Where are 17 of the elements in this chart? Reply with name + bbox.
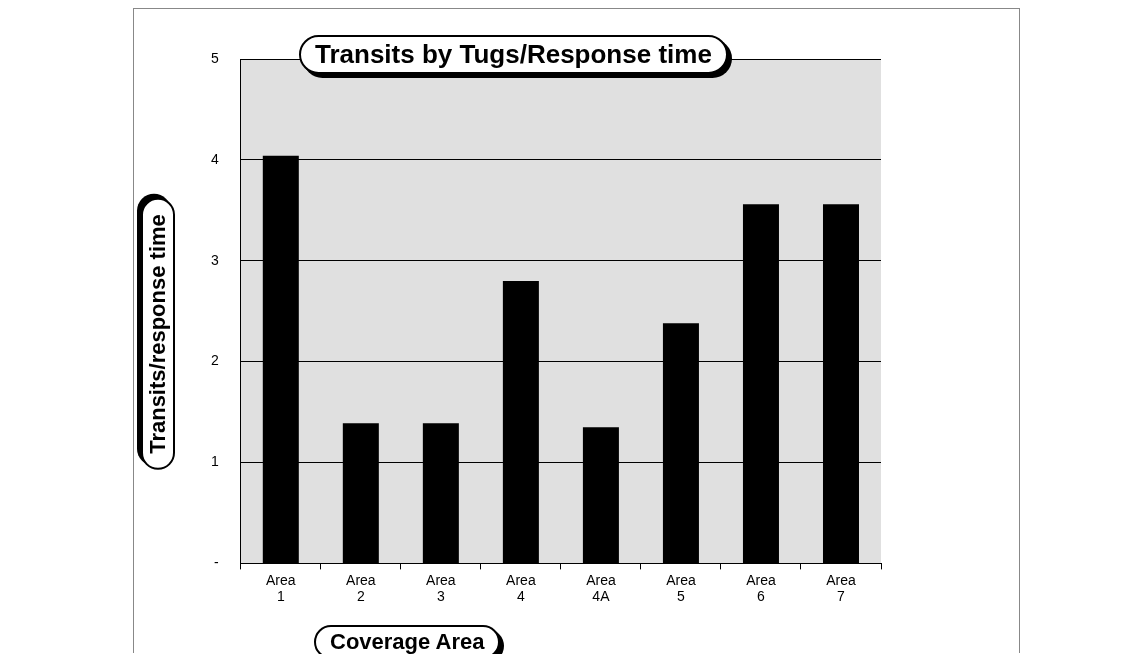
x-tick-label: Area 1 bbox=[266, 571, 296, 605]
x-tick-label: Area 5 bbox=[666, 571, 696, 605]
y-tick-label: 3 bbox=[210, 251, 219, 268]
x-tick-label: Area 6 bbox=[746, 571, 776, 605]
y-tick-label: - bbox=[214, 554, 220, 571]
y-tick-label: 5 bbox=[210, 49, 219, 66]
y-tick-label: 4 bbox=[210, 150, 219, 167]
x-tick-label: Area 4 bbox=[506, 571, 536, 605]
x-tick-label: Area 4A bbox=[586, 571, 616, 605]
y-axis-title: Transits/response time bbox=[141, 198, 175, 470]
x-tick-label: Area 2 bbox=[346, 571, 376, 605]
x-axis-title: Coverage Area bbox=[314, 625, 501, 654]
y-tick-label: 1 bbox=[210, 453, 219, 470]
x-tick-label: Area 3 bbox=[426, 571, 456, 605]
x-tick-label: Area 7 bbox=[826, 571, 856, 605]
y-tick-label: 2 bbox=[210, 352, 219, 369]
chart-title: Transits by Tugs/Response time bbox=[299, 35, 728, 74]
